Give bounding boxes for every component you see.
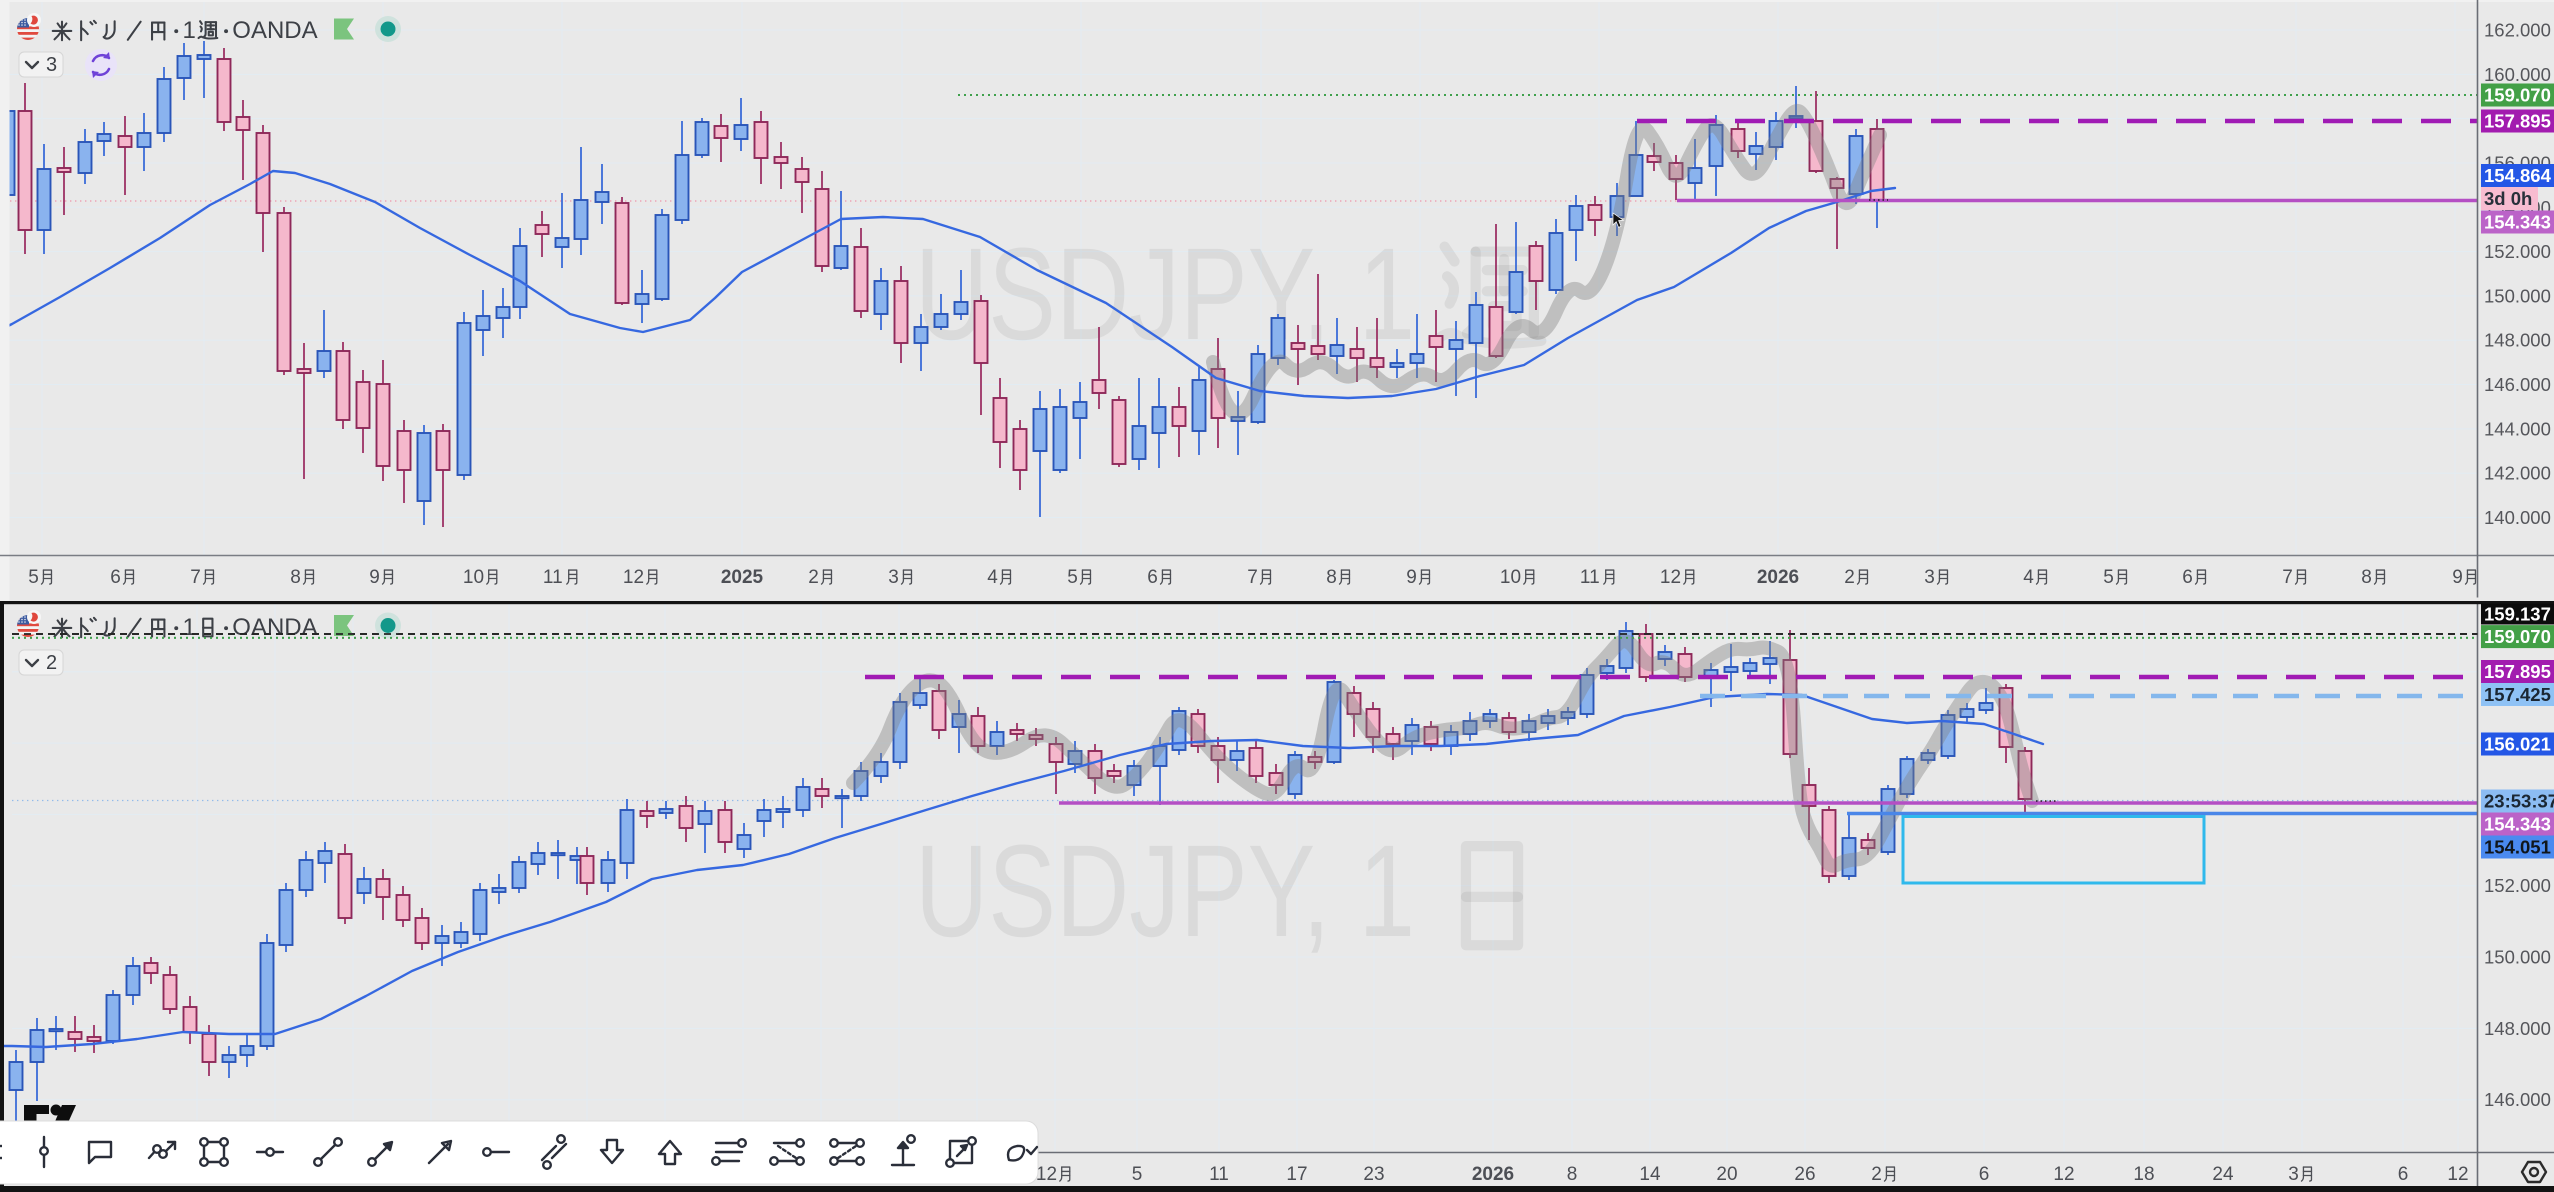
svg-text:4: 4 [2023, 567, 2034, 588]
svg-text:10: 10 [463, 567, 484, 588]
svg-text:12: 12 [1036, 1164, 1057, 1185]
svg-text:8: 8 [290, 567, 301, 588]
svg-text:150.000: 150.000 [2484, 947, 2551, 968]
svg-text:17: 17 [1286, 1164, 1307, 1185]
svg-text:10: 10 [1500, 567, 1521, 588]
svg-text:9: 9 [2452, 567, 2463, 588]
svg-text:2026: 2026 [1757, 567, 1799, 588]
svg-text:6: 6 [2398, 1164, 2409, 1185]
svg-text:6: 6 [110, 567, 121, 588]
svg-text:146.000: 146.000 [2484, 1089, 2551, 1110]
svg-text:7: 7 [190, 567, 201, 588]
svg-text:3: 3 [2288, 1164, 2299, 1185]
svg-text:6: 6 [1979, 1164, 1990, 1185]
svg-text:9: 9 [369, 567, 380, 588]
svg-text:14: 14 [1639, 1164, 1661, 1185]
svg-text:159.070: 159.070 [2484, 85, 2551, 106]
svg-text:11: 11 [1209, 1164, 1229, 1185]
svg-text:18: 18 [2133, 1164, 2154, 1185]
svg-text:3d 0h: 3d 0h [2484, 188, 2532, 209]
svg-text:3: 3 [46, 54, 57, 76]
svg-text:154.343: 154.343 [2484, 814, 2551, 835]
svg-text:5: 5 [28, 567, 39, 588]
svg-text:4: 4 [987, 567, 998, 588]
svg-text:144.000: 144.000 [2484, 418, 2551, 439]
svg-text:5: 5 [1067, 567, 1078, 588]
svg-text:11: 11 [543, 567, 563, 588]
svg-text:142.000: 142.000 [2484, 463, 2551, 484]
svg-text:2: 2 [46, 652, 57, 674]
svg-text:3: 3 [888, 567, 899, 588]
svg-text:3: 3 [1924, 567, 1935, 588]
svg-text:24: 24 [2212, 1164, 2234, 1185]
svg-text:7: 7 [2282, 567, 2293, 588]
svg-text:159.137: 159.137 [2484, 604, 2551, 625]
svg-text:6: 6 [2182, 567, 2193, 588]
svg-text:2: 2 [1844, 567, 1855, 588]
svg-text:USDJPY, 1: USDJPY, 1 [915, 817, 1415, 964]
svg-text:162.000: 162.000 [2484, 20, 2551, 41]
svg-text:5: 5 [2103, 567, 2114, 588]
svg-text:157.425: 157.425 [2484, 684, 2551, 705]
svg-text:9: 9 [1406, 567, 1417, 588]
svg-text:154.343: 154.343 [2484, 212, 2551, 233]
svg-text:148.000: 148.000 [2484, 330, 2551, 351]
svg-text:2: 2 [808, 567, 819, 588]
svg-text:23: 23 [1363, 1164, 1384, 1185]
svg-text:157.895: 157.895 [2484, 661, 2551, 682]
svg-text:20: 20 [1716, 1164, 1737, 1185]
svg-text:160.000: 160.000 [2484, 64, 2551, 85]
svg-text:157.895: 157.895 [2484, 111, 2551, 132]
svg-text:159.070: 159.070 [2484, 626, 2551, 647]
svg-text:152.000: 152.000 [2484, 241, 2551, 262]
svg-text:11: 11 [1580, 567, 1600, 588]
svg-text:150.000: 150.000 [2484, 285, 2551, 306]
svg-text:156.021: 156.021 [2484, 734, 2551, 755]
svg-text:OANDA: OANDA [232, 17, 317, 44]
svg-text:12: 12 [2447, 1164, 2468, 1185]
svg-text:12: 12 [623, 567, 644, 588]
svg-text:154.864: 154.864 [2484, 165, 2552, 186]
svg-text:152.000: 152.000 [2484, 875, 2551, 896]
svg-text:140.000: 140.000 [2484, 507, 2551, 528]
svg-text:148.000: 148.000 [2484, 1018, 2551, 1039]
svg-text:6: 6 [1147, 567, 1158, 588]
svg-text:12: 12 [2053, 1164, 2074, 1185]
svg-text:12: 12 [1660, 567, 1681, 588]
svg-text:2: 2 [1871, 1164, 1882, 1185]
svg-text:26: 26 [1794, 1164, 1815, 1185]
svg-text:23:53:37: 23:53:37 [2484, 791, 2554, 812]
svg-text:8: 8 [1567, 1164, 1578, 1185]
svg-text:2025: 2025 [721, 567, 764, 588]
svg-text:2026: 2026 [1472, 1164, 1514, 1185]
svg-text:8: 8 [1326, 567, 1337, 588]
svg-text:1: 1 [182, 17, 195, 44]
svg-text:8: 8 [2361, 567, 2372, 588]
svg-text:146.000: 146.000 [2484, 374, 2551, 395]
svg-text:OANDA: OANDA [232, 614, 317, 641]
svg-text:5: 5 [1132, 1164, 1143, 1185]
svg-text:154.051: 154.051 [2484, 837, 2551, 858]
svg-text:7: 7 [1247, 567, 1258, 588]
